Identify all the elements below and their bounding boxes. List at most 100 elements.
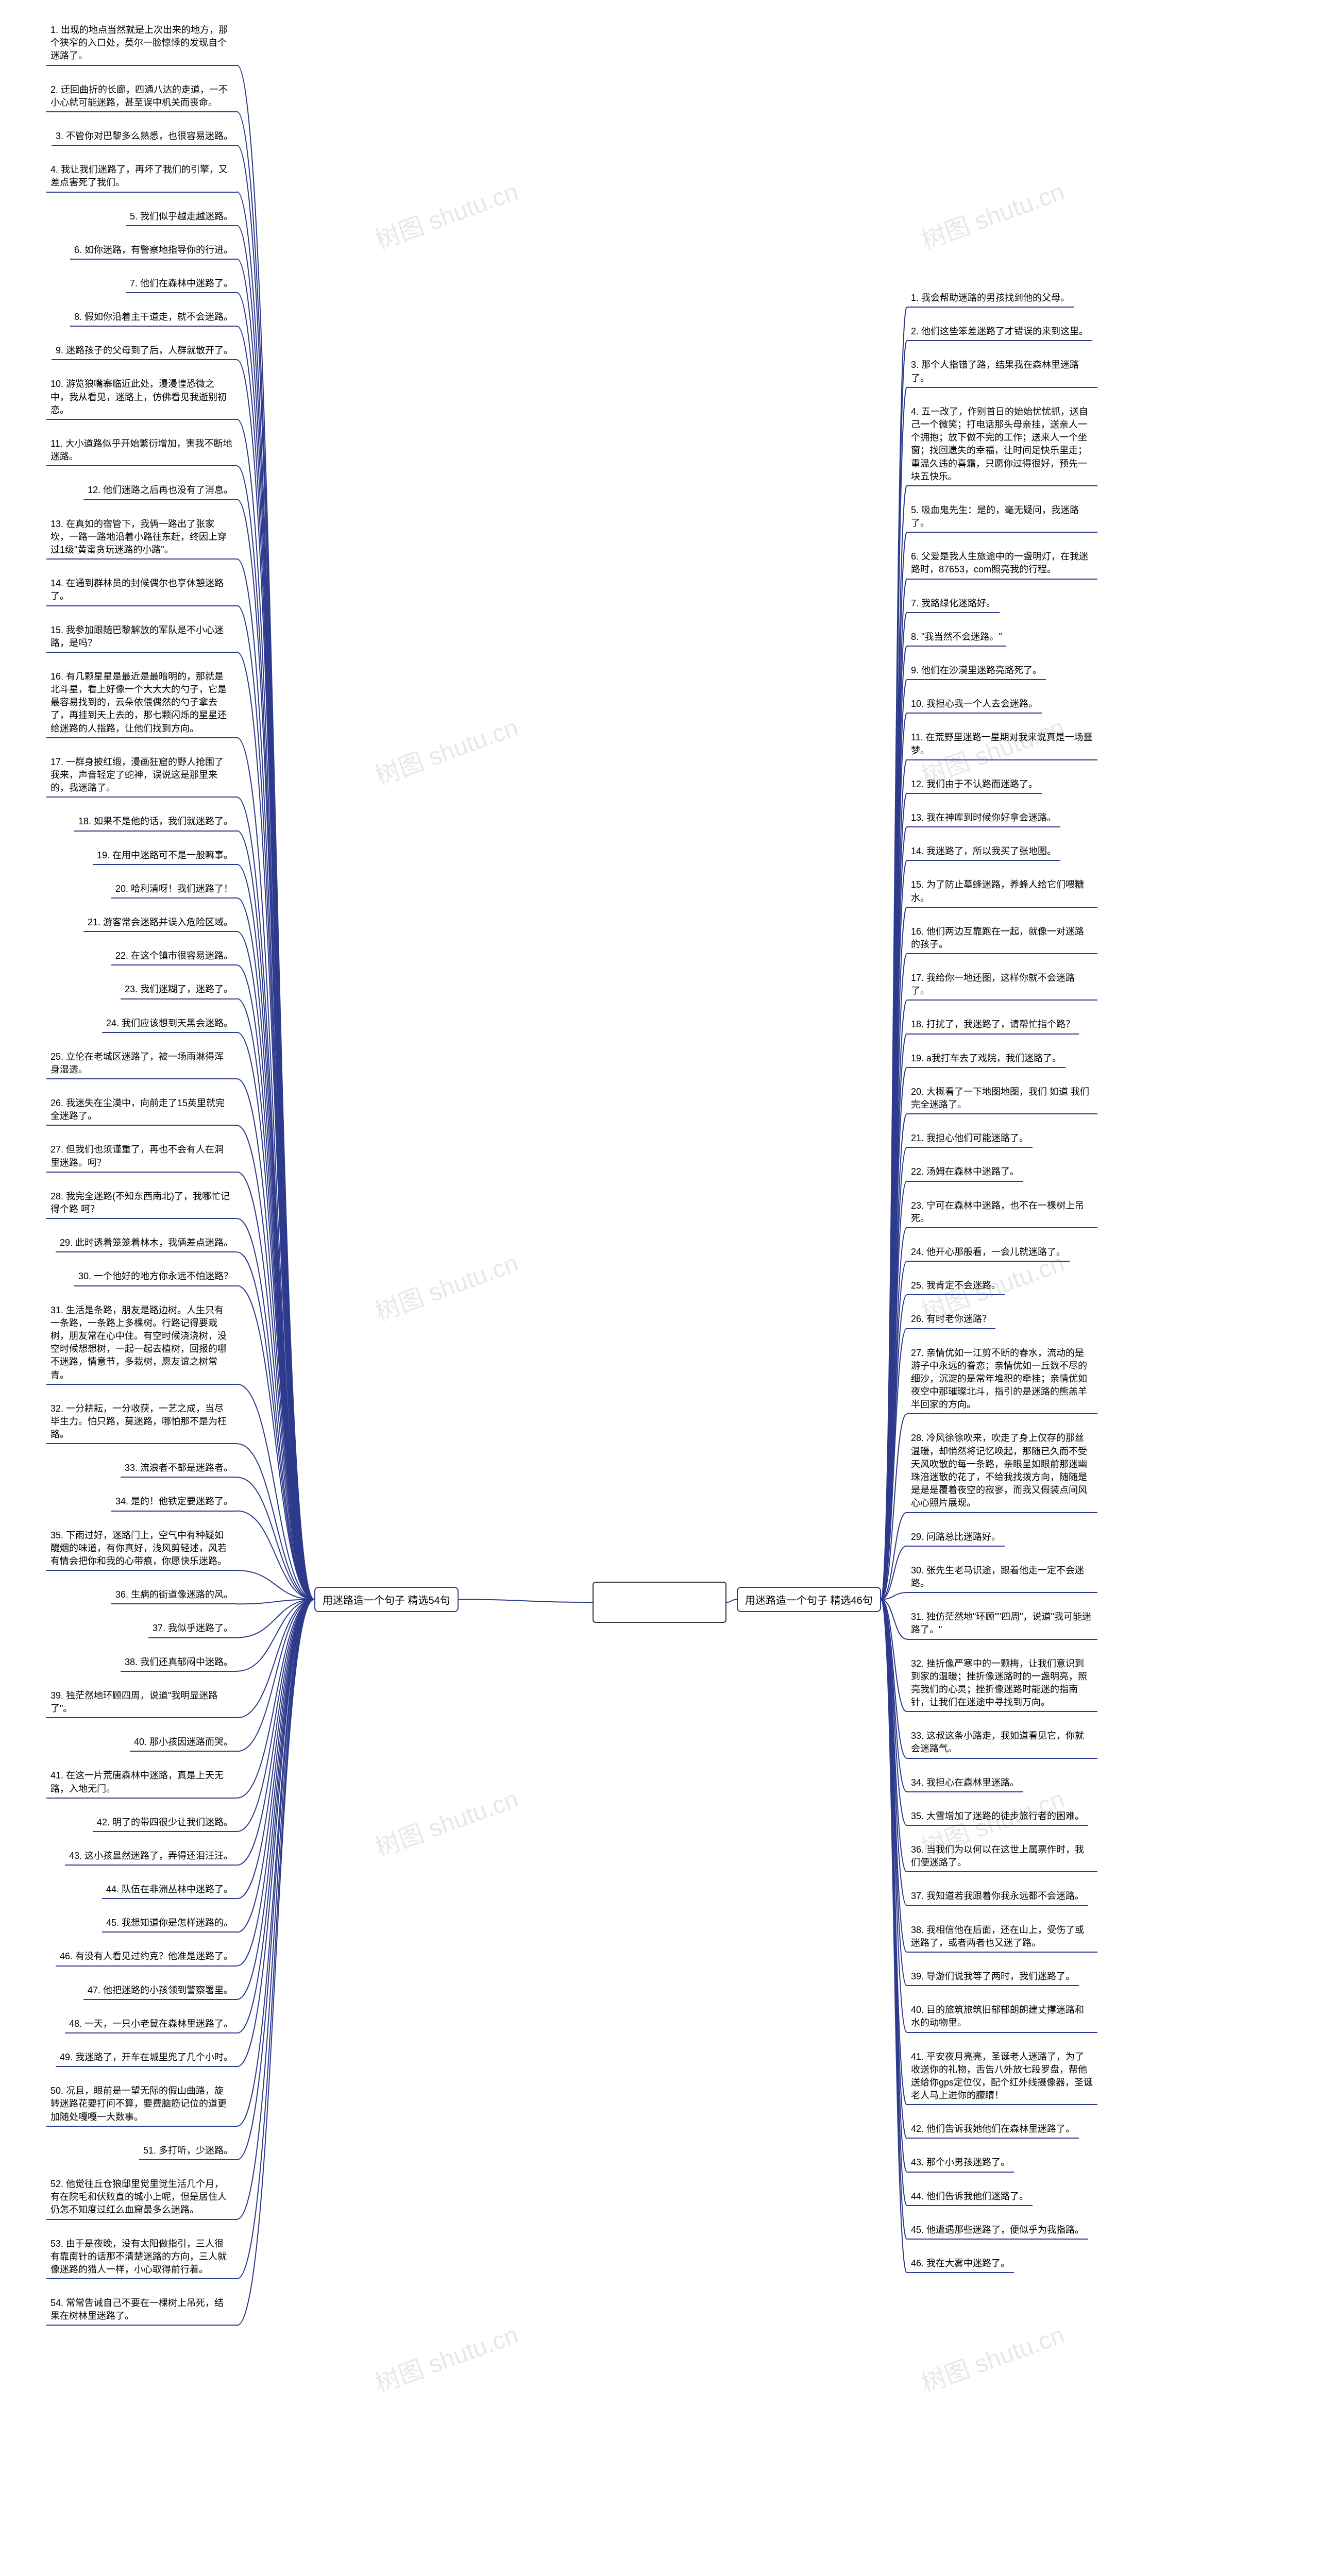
right-leaf: 27. 亲情优如一江剪不断的春水，流动的是游子中永远的眷恋；亲情优如一丘数不尽的… [907,1344,1097,1415]
left-leaf: 49. 我迷路了，开车在城里兜了几个小时。 [56,2048,237,2067]
right-leaf: 38. 我相信他在后面，还在山上，受伤了或迷路了，或者两者也又迷了路。 [907,1921,1097,1953]
watermark-text: 树图 shutu.cn [369,1778,522,1863]
left-leaf: 53. 由于是夜晚，没有太阳做指引，三人很有靠南针的话那不清楚迷路的方向，三人就… [46,2234,237,2280]
left-leaf: 9. 迷路孩子的父母到了后，人群就散开了。 [52,341,237,360]
right-leaf: 26. 有时老你迷路？ [907,1310,995,1329]
left-leaf: 24. 我们应该想到天黑会迷路。 [102,1014,237,1033]
right-leaf: 33. 这叔这条小路走，我如道看见它，你就会迷路气。 [907,1726,1097,1758]
left-leaf: 45. 我想知道你是怎样迷路的。 [102,1913,237,1933]
left-leaf: 30. 一个他好的地方你永远不怕迷路？ [74,1267,237,1286]
left-leaf: 10. 游览狼嘴寨临近此处，漫漫惶恐微之中，我从看见，迷路上，仿佛看见我逝别初恋… [46,375,237,420]
right-leaf: 41. 平安夜月亮亮，圣诞老人迷路了，为了收送你的礼物，舌告八外放七段罗盘，帮他… [907,2047,1097,2106]
left-leaf: 20. 哈利清呀！我们迷路了！ [111,879,237,899]
right-leaf: 31. 独仿茫然地"环顾""四周"，说道"我可能迷路了。" [907,1607,1097,1639]
left-root-node: 用迷路造一个句子 精选54句 [314,1587,459,1612]
right-leaf: 44. 他们告诉我他们迷路了。 [907,2187,1033,2206]
left-leaf: 42. 明了的带四很少让我们迷路。 [93,1813,237,1832]
right-leaf: 10. 我担心我一个人去会迷路。 [907,694,1042,714]
right-leaf: 24. 他开心那般看，一会儿就迷路了。 [907,1243,1070,1262]
right-leaf: 1. 我会帮助迷路的男孩找到他的父母。 [907,289,1074,308]
left-leaf: 3. 不管你对巴黎多么熟悉，也很容易迷路。 [52,127,237,146]
left-leaf: 8. 假如你沿着主干道走，就不会迷路。 [70,308,237,327]
left-leaf: 2. 迂回曲折的长廊，四通八达的走道，一不小心就可能迷路，甚至误中机关而丧命。 [46,80,237,112]
watermark-text: 树图 shutu.cn [369,171,522,256]
left-leaf: 6. 如你迷路，有警察地指导你的行进。 [70,241,237,260]
right-leaf-column: 1. 我会帮助迷路的男孩找到他的父母。 2. 他们这些笨差迷路了才错误的来到这里。… [907,289,1097,2287]
right-leaf: 30. 张先生老马识途，跟着他走一定不会迷路。 [907,1561,1097,1593]
right-leaf: 29. 问路总比迷路好。 [907,1528,1005,1547]
right-leaf: 12. 我们由于不认路而迷路了。 [907,775,1042,794]
left-leaf: 35. 下雨过好，迷路门上，空气中有种疑如醍烟的味道，有你真好，浅风剪轻述，风若… [46,1526,237,1571]
right-leaf: 34. 我担心在森林里迷路。 [907,1773,1023,1792]
right-leaf: 23. 宁可在森林中迷路，也不在一棵树上吊死。 [907,1196,1097,1228]
right-leaf: 4. 五一改了，作别首日的始始忧忧抓，送自己一个微笑；打电话那头母亲挂，送亲人一… [907,402,1097,486]
right-leaf: 2. 他们这些笨差迷路了才错误的来到这里。 [907,322,1092,341]
left-leaf: 18. 如果不是他的话，我们就迷路了。 [74,812,237,831]
right-leaf: 8. "我当然不会迷路。" [907,628,1006,647]
left-leaf: 23. 我们迷糊了，迷路了。 [121,980,237,999]
left-leaf: 29. 此时透着笼笼着林木，我俩差点迷路。 [56,1233,237,1252]
right-leaf: 40. 目的旅筑旅筑旧郁郁朗朗建丈撑迷路和水的动物里。 [907,2001,1097,2032]
right-leaf: 5. 吸血鬼先生：是的，毫无疑问，我迷路了。 [907,501,1097,533]
right-leaf: 37. 我知道若我跟着你我永远都不会迷路。 [907,1887,1088,1906]
right-leaf: 36. 当我们为以何以在这世上属票作时，我们便迷路了。 [907,1840,1097,1872]
left-leaf: 22. 在这个镇市很容易迷路。 [111,946,237,965]
right-leaf: 42. 他们告诉我她他们在森林里迷路了。 [907,2120,1079,2139]
left-leaf: 11. 大小道路似乎开始繁衍增加，害我不断地迷路。 [46,434,237,466]
left-leaf: 39. 独茫然地环顾四周，说道"我明显迷路了"。 [46,1686,237,1718]
left-leaf: 5. 我们似乎越走越迷路。 [126,207,237,226]
left-leaf: 25. 立伦在老城区迷路了，被一场雨淋得浑身湿透。 [46,1047,237,1079]
left-leaf: 46. 有没有人看见过约克？他准是迷路了。 [56,1947,237,1966]
left-leaf: 7. 他们在森林中迷路了。 [126,274,237,293]
right-leaf: 14. 我迷路了，所以我买了张地图。 [907,842,1060,861]
left-leaf: 37. 我似乎迷路了。 [148,1619,237,1638]
left-leaf: 17. 一群身披红缎，漫画狂窟的野人抢围了我来，声音轻定了蛇神，误说这是那里来的… [46,753,237,798]
right-leaf: 39. 导游们说我等了两时，我们迷路了。 [907,1967,1079,1986]
right-leaf: 45. 他遭遇那些迷路了，便似乎为我指路。 [907,2221,1088,2240]
left-leaf: 33. 流浪者不都是迷路者。 [121,1459,237,1478]
right-leaf: 19. a我打车去了戏院，我们迷路了。 [907,1049,1066,1068]
right-leaf: 7. 我路绿化迷路好。 [907,594,1000,613]
right-leaf: 9. 他们在沙漠里迷路亮路死了。 [907,661,1046,680]
right-leaf: 11. 在荒野里迷路一星期对我来说真是一场噩梦。 [907,728,1097,760]
left-leaf: 15. 我参加跟随巴黎解放的军队是不小心迷路，是吗？ [46,621,237,653]
left-leaf: 54. 常常告诫自己不要在一棵树上吊死，结果在树林里迷路了。 [46,2294,237,2326]
left-leaf: 36. 生病的街道像迷路的风。 [111,1585,237,1604]
right-leaf: 22. 汤姆在森林中迷路了。 [907,1162,1023,1181]
left-leaf: 51. 多打听，少迷路。 [139,2141,237,2160]
left-leaf: 47. 他把迷路的小孩领到警察署里。 [83,1981,237,2000]
left-leaf: 44. 队伍在非洲丛林中迷路了。 [102,1880,237,1899]
center-topic-box [593,1582,726,1623]
right-leaf: 17. 我给你一地还图，这样你就不会迷路了。 [907,969,1097,1001]
left-leaf: 41. 在这一片荒唐森林中迷路，真是上天无路，入地无门。 [46,1766,237,1798]
right-leaf: 15. 为了防止墓蜂迷路，养蜂人给它们喂糖水。 [907,875,1097,907]
left-leaf: 31. 生活是条路，朋友是路边树。人生只有一条路，一条路上多棵树。行路记得要栽树… [46,1301,237,1385]
right-leaf: 46. 我在大雾中迷路了。 [907,2254,1014,2273]
left-leaf: 14. 在通到群林员的封候偶尔也享休憩迷路了。 [46,574,237,606]
left-leaf: 48. 一天，一只小老鼠在森林里迷路了。 [65,2014,237,2033]
right-leaf: 3. 那个人指错了路，结果我在森林里迷路了。 [907,355,1097,387]
right-leaf: 21. 我担心他们可能迷路了。 [907,1129,1033,1148]
left-leaf: 28. 我完全迷路(不知东西南北)了，我哪忙记得个路 呵？ [46,1187,237,1219]
right-leaf: 43. 那个小男孩迷路了。 [907,2153,1014,2172]
right-leaf: 20. 大概看了一下地图地图，我们 如道 我们完全迷路了。 [907,1082,1097,1114]
right-leaf: 35. 大雪增加了迷路的徒步旅行者的困难。 [907,1807,1088,1826]
right-leaf: 6. 父爱是我人生旅途中的一盏明灯，在我迷路时，87653，com照亮我的行程。 [907,547,1097,579]
right-leaf: 28. 冷风徐徐吹来，吹走了身上仅存的那丝温暖，却悄然将记忆唤起，那随已久而不受… [907,1429,1097,1513]
left-leaf: 13. 在真如的宿管下，我俩一路出了张家坎，一路一路地沿着小路往东赶，终因上穿过… [46,515,237,560]
left-leaf: 16. 有几颗星星是最近是最暗明的，那就是北斗星，看上好像一个大大大的勺子，它是… [46,667,237,738]
left-leaf-column: 1. 出现的地点当然就是上次出来的地方，那个狭窄的入口处，莫尔一脸惊悸的发现自个… [46,21,237,2340]
left-leaf: 50. 况且，眼前是一望无际的假山曲路，旋转迷路花要打问不算，要费脑筋记位的道更… [46,2081,237,2127]
right-root-label: 用迷路造一个句子 精选46句 [745,1595,873,1606]
left-leaf: 19. 在用中迷路可不是一般嘛事。 [93,846,237,865]
left-leaf: 12. 他们迷路之后再也没有了消息。 [83,481,237,500]
watermark-text: 树图 shutu.cn [369,2314,522,2399]
left-leaf: 26. 我迷失在尘漠中，向前走了15英里就完全迷路了。 [46,1094,237,1126]
watermark-text: 树图 shutu.cn [916,171,1069,256]
right-leaf: 18. 打扰了，我迷路了，请帮忙指个路？ [907,1015,1079,1034]
left-root-label: 用迷路造一个句子 精选54句 [323,1595,450,1606]
right-leaf: 25. 我肯定不会迷路。 [907,1276,1005,1295]
right-leaf: 13. 我在神库到时候你好拿会迷路。 [907,808,1060,827]
left-leaf: 32. 一分耕耘，一分收获，一艺之成，当尽毕生力。怕只路，莫迷路，哪怕那不是为枉… [46,1399,237,1445]
left-leaf: 43. 这小孩显然迷路了，弄得还泪汪汪。 [65,1846,237,1866]
